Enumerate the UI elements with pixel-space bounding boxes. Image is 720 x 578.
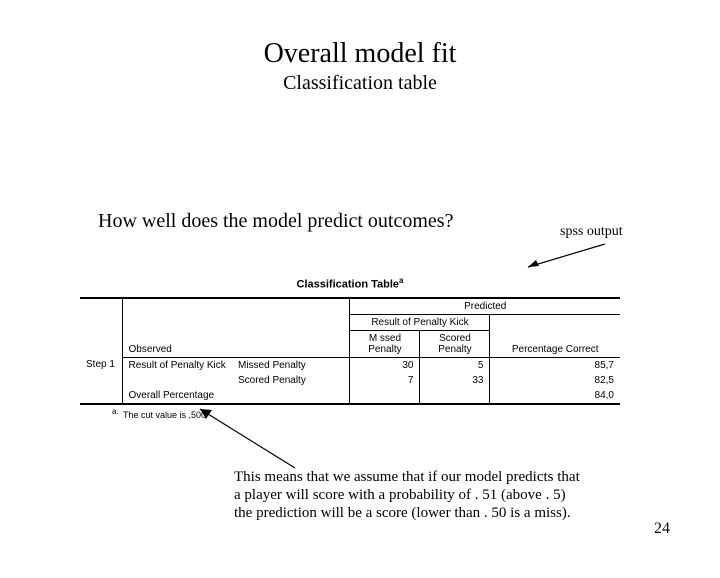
table-row: Observed Predicted (80, 298, 620, 315)
result-header: Result of Penalty Kick (350, 314, 490, 330)
pct-header: Percentage Correct (490, 314, 620, 357)
step-label: Step 1 (80, 357, 122, 404)
table-footnote: a. The cut value is ,500 (112, 407, 620, 420)
cell: 33 (420, 373, 490, 388)
observed-header: Observed (122, 298, 350, 358)
table-row: Overall Percentage 84,0 (80, 388, 620, 404)
cell: 85,7 (490, 357, 620, 373)
cell: 84,0 (490, 388, 620, 404)
predicted-header: Predicted (350, 298, 620, 315)
sub-missed: Missed Penalty (232, 357, 350, 373)
col-scored: Scored Penalty (420, 330, 490, 357)
question-text: How well does the model predict outcomes… (98, 210, 453, 233)
cell: 30 (350, 357, 420, 373)
cell: 7 (350, 373, 420, 388)
page-number: 24 (654, 520, 670, 538)
spss-output-label: spss output (560, 224, 623, 240)
table-row: Step 1 Result of Penalty Kick Missed Pen… (80, 357, 620, 373)
table-title: Classification Tablea (80, 276, 620, 291)
explanation-note: This means that we assume that if our mo… (234, 468, 582, 522)
sub-scored: Scored Penalty (232, 373, 350, 388)
cell: 5 (420, 357, 490, 373)
arrow-to-footnote-icon (190, 403, 310, 473)
page-subtitle: Classification table (0, 72, 720, 95)
table-title-sup: a (399, 276, 403, 285)
col-missed: M ssed Penalty (350, 330, 420, 357)
arrow-to-table-icon (520, 242, 610, 272)
overall-label: Overall Percentage (122, 388, 350, 404)
cell: 82,5 (490, 373, 620, 388)
footnote-marker: a. (112, 407, 119, 416)
classification-table: Classification Tablea Observed Predicted… (80, 276, 620, 420)
row-label: Result of Penalty Kick (122, 357, 232, 388)
page-title: Overall model fit (0, 38, 720, 70)
table-title-text: Classification Table (297, 279, 400, 291)
spss-table: Observed Predicted Result of Penalty Kic… (80, 297, 620, 405)
